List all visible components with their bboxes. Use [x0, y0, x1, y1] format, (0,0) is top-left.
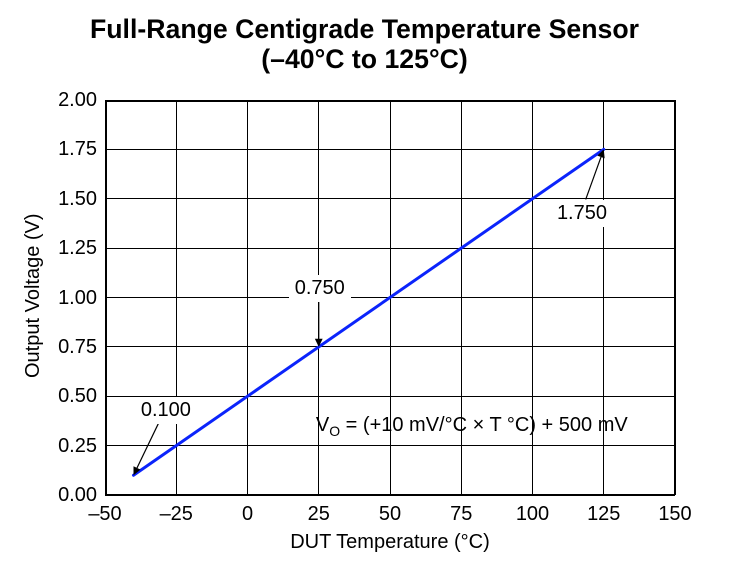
chart-title-line1: Full-Range Centigrade Temperature Sensor	[0, 14, 729, 45]
x-tick-label: 75	[436, 503, 486, 526]
gridline-horizontal	[105, 149, 675, 150]
y-tick-label: 2.00	[58, 89, 97, 112]
callout-label: 1.750	[551, 200, 613, 227]
plot-svg	[0, 0, 729, 577]
gridline-horizontal	[105, 495, 675, 496]
gridline-horizontal	[105, 346, 675, 347]
y-tick-label: 0.00	[58, 484, 97, 507]
x-tick-label: 25	[294, 503, 344, 526]
gridline-horizontal	[105, 100, 675, 101]
y-tick-label: 1.25	[58, 237, 97, 260]
x-tick-label: 50	[365, 503, 415, 526]
y-tick-label: 1.75	[58, 138, 97, 161]
y-tick-label: 0.50	[58, 385, 97, 408]
x-tick-label: 100	[508, 503, 558, 526]
y-tick-label: 1.50	[58, 188, 97, 211]
callout-label: 0.100	[135, 397, 197, 424]
chart-title-line2: (–40°C to 125°C)	[0, 44, 729, 75]
x-tick-label: 125	[579, 503, 629, 526]
x-tick-label: 0	[223, 503, 273, 526]
callout-arrow-line	[586, 157, 601, 200]
callout-label: 0.750	[289, 275, 351, 302]
y-tick-label: 0.25	[58, 435, 97, 458]
x-tick-label: –25	[151, 503, 201, 526]
x-tick-label: 150	[650, 503, 700, 526]
gridline-horizontal	[105, 445, 675, 446]
gridline-horizontal	[105, 248, 675, 249]
x-axis-label: DUT Temperature (°C)	[105, 531, 675, 554]
gridline-horizontal	[105, 297, 675, 298]
y-tick-label: 0.75	[58, 336, 97, 359]
y-tick-label: 1.00	[58, 287, 97, 310]
y-axis-label: Output Voltage (V)	[22, 213, 45, 378]
callout-arrowhead	[133, 466, 140, 475]
equation-text: VO = (+10 mV/°C × T °C) + 500 mV	[316, 414, 628, 439]
